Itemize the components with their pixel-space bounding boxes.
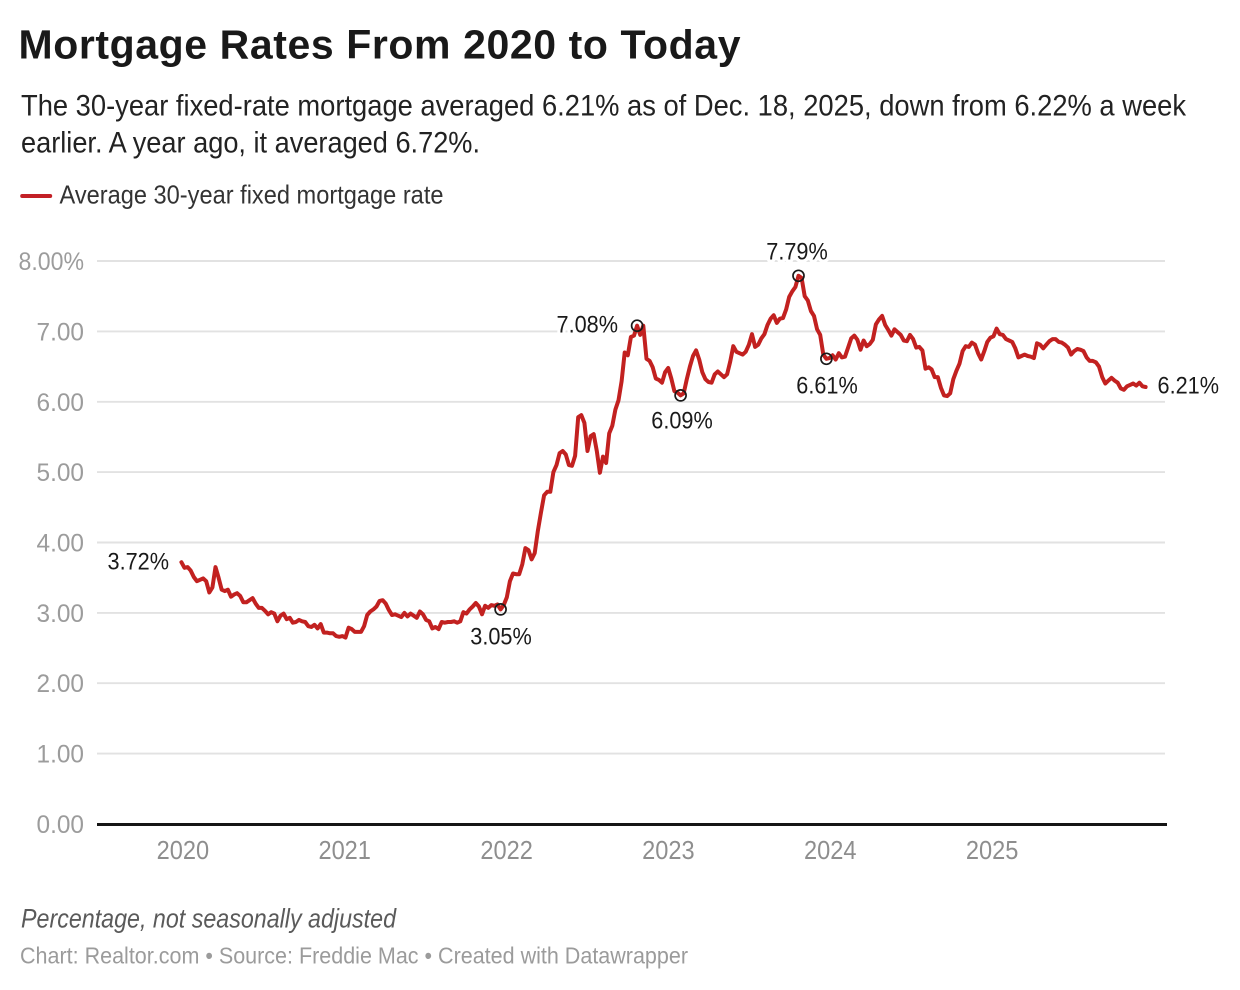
svg-text:2021: 2021	[318, 835, 371, 865]
svg-text:2024: 2024	[804, 835, 857, 865]
svg-text:Percentage, not seasonally adj: Percentage, not seasonally adjusted	[21, 903, 397, 933]
svg-text:3.05%: 3.05%	[470, 624, 532, 651]
svg-text:Mortgage Rates From 2020 to To: Mortgage Rates From 2020 to Today	[19, 22, 741, 68]
svg-text:Chart: Realtor.com • Source: F: Chart: Realtor.com • Source: Freddie Mac…	[20, 943, 688, 969]
svg-text:0.00: 0.00	[37, 811, 85, 839]
svg-text:The 30-year fixed-rate mortgag: The 30-year fixed-rate mortgage averaged…	[21, 90, 1187, 123]
svg-text:6.61%: 6.61%	[796, 373, 858, 400]
svg-text:6.09%: 6.09%	[651, 408, 713, 435]
svg-text:6.00: 6.00	[37, 389, 85, 417]
svg-text:2023: 2023	[642, 835, 695, 865]
svg-text:2020: 2020	[157, 835, 210, 865]
svg-text:4.00: 4.00	[37, 530, 85, 558]
svg-text:3.72%: 3.72%	[108, 549, 170, 576]
svg-text:2022: 2022	[480, 835, 533, 865]
svg-text:5.00: 5.00	[37, 459, 85, 487]
svg-text:6.21%: 6.21%	[1158, 372, 1220, 399]
svg-text:8.00%: 8.00%	[19, 248, 85, 276]
svg-text:7.79%: 7.79%	[766, 238, 828, 265]
svg-text:7.08%: 7.08%	[557, 312, 619, 339]
svg-text:earlier. A year ago, it averag: earlier. A year ago, it averaged 6.72%.	[21, 127, 480, 160]
svg-text:2.00: 2.00	[37, 670, 85, 698]
svg-text:2025: 2025	[966, 835, 1019, 865]
svg-text:1.00: 1.00	[37, 741, 85, 769]
svg-text:Average 30-year fixed mortgage: Average 30-year fixed mortgage rate	[60, 180, 444, 210]
svg-text:7.00: 7.00	[37, 318, 85, 346]
svg-text:3.00: 3.00	[37, 600, 85, 628]
